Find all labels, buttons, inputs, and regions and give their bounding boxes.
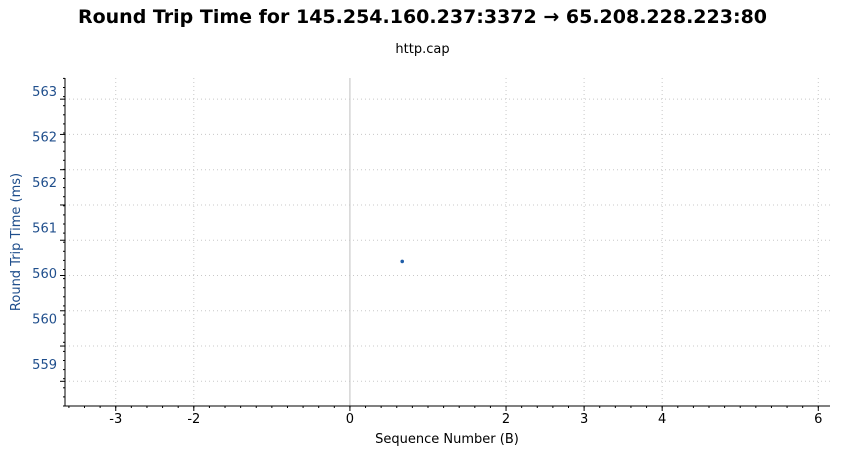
y-tick-label: 559 xyxy=(32,358,57,373)
data-point xyxy=(400,259,405,264)
tick-labels: -3 -2 0 2 3 4 6 559 560 560 561 562 562 563 xyxy=(32,85,822,427)
y-tick-label: 561 xyxy=(32,222,57,237)
y-tick-label: 563 xyxy=(32,85,57,100)
x-tick-label: -2 xyxy=(187,412,200,427)
data-points xyxy=(400,259,405,264)
chart-title: Round Trip Time for 145.254.160.237:3372… xyxy=(77,6,768,28)
x-tick-label: 2 xyxy=(502,412,510,427)
x-tick-label: 3 xyxy=(580,412,588,427)
grid-lines xyxy=(65,78,830,406)
axes xyxy=(60,77,830,411)
y-tick-label: 560 xyxy=(32,267,57,282)
chart-subtitle: http.cap xyxy=(395,42,450,57)
y-axis-label: Round Trip Time (ms) xyxy=(9,173,24,311)
x-axis-label: Sequence Number (B) xyxy=(375,432,519,447)
x-tick-label: -3 xyxy=(109,412,122,427)
y-tick-label: 560 xyxy=(32,313,57,328)
x-tick-label: 0 xyxy=(346,412,354,427)
x-tick-label: 4 xyxy=(658,412,666,427)
y-tick-label: 562 xyxy=(32,176,57,191)
x-tick-label: 6 xyxy=(814,412,822,427)
y-tick-label: 562 xyxy=(32,131,57,146)
